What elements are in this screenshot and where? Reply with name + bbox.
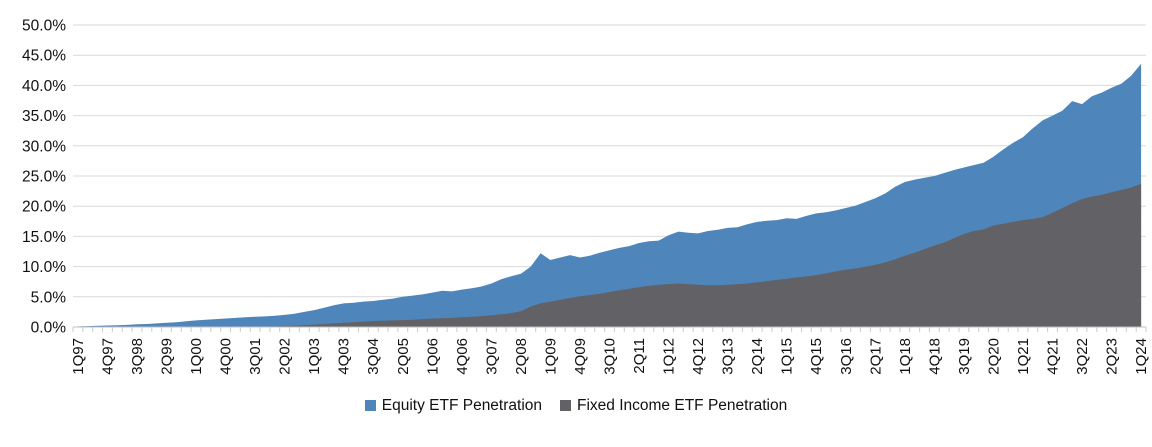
x-axis-label: 1Q06	[424, 338, 441, 375]
x-axis-label: 3Q04	[365, 338, 382, 375]
y-axis-label: 50.0%	[22, 18, 66, 35]
legend-label-equity: Equity ETF Penetration	[381, 397, 543, 414]
x-axis-label: 4Q06	[454, 338, 471, 375]
x-axis-label: 4Q12	[690, 338, 707, 375]
x-axis-label: 3Q07	[483, 338, 500, 375]
y-axis-label: 10.0%	[22, 259, 66, 276]
x-axis-label: 2Q23	[1104, 338, 1121, 375]
x-axis-label: 1Q21	[1015, 338, 1032, 375]
x-axis-label: 3Q01	[247, 338, 264, 375]
y-axis-label: 15.0%	[22, 229, 66, 246]
x-axis-label: 4Q09	[572, 338, 589, 375]
y-axis-label: 25.0%	[22, 169, 66, 186]
x-axis-label: 4Q03	[336, 338, 353, 375]
x-axis-label: 2Q05	[395, 338, 412, 375]
x-axis-label: 3Q19	[956, 338, 973, 375]
x-axis-label: 4Q18	[926, 338, 943, 375]
x-axis-label: 2Q14	[749, 338, 766, 375]
equity-series-swatch	[364, 400, 376, 412]
x-axis-label: 2Q11	[631, 338, 648, 374]
x-axis-label: 3Q22	[1074, 338, 1091, 375]
y-axis-label: 40.0%	[22, 78, 66, 95]
y-axis-label: 35.0%	[22, 108, 66, 125]
x-axis-label: 4Q15	[808, 338, 825, 375]
x-axis-label: 4Q21	[1045, 338, 1062, 375]
y-axis-label: 5.0%	[31, 289, 67, 306]
x-axis-label: 4Q00	[218, 338, 235, 375]
x-axis-label: 3Q13	[720, 338, 737, 375]
x-axis-label: 2Q17	[867, 338, 884, 375]
x-axis-label: 1Q18	[897, 338, 914, 375]
x-axis-label: 1Q09	[542, 338, 559, 375]
x-axis-label: 2Q20	[985, 338, 1002, 375]
x-axis-label: 1Q03	[306, 338, 323, 375]
x-axis-label: 3Q16	[838, 338, 855, 375]
x-axis-label: 2Q99	[159, 338, 176, 375]
x-axis-label: 3Q98	[129, 338, 146, 375]
x-axis-label: 1Q15	[779, 338, 796, 375]
y-axis-label: 30.0%	[22, 138, 66, 155]
fixed-income-area	[77, 183, 1142, 327]
x-axis-label: 1Q12	[661, 338, 678, 375]
y-axis-label: 20.0%	[22, 199, 66, 216]
x-axis-label: 1Q24	[1133, 338, 1150, 375]
x-axis-label: 1Q97	[70, 338, 87, 375]
x-axis-label: 2Q08	[513, 338, 530, 375]
x-axis-label: 1Q00	[188, 338, 205, 375]
equity-area	[77, 63, 1142, 327]
legend-label-fixed-income: Fixed Income ETF Penetration	[577, 397, 788, 414]
legend-item-equity: Equity ETF Penetration	[364, 397, 543, 414]
x-axis-label: 4Q97	[100, 338, 117, 375]
x-axis-label: 3Q10	[602, 338, 619, 375]
chart-legend: Equity ETF Penetration Fixed Income ETF …	[0, 398, 1152, 414]
fixed-income-series-swatch	[560, 400, 572, 412]
y-axis-label: 45.0%	[22, 48, 66, 65]
y-axis-label: 0.0%	[31, 320, 67, 337]
x-axis-label: 2Q02	[277, 338, 294, 375]
legend-item-fixed-income: Fixed Income ETF Penetration	[560, 398, 787, 414]
etf-penetration-area-chart: 0.0% 5.0% 10.0% 15.0% 20.0% 25.0% 30.0% 35.0% 40…	[22, 18, 1150, 375]
